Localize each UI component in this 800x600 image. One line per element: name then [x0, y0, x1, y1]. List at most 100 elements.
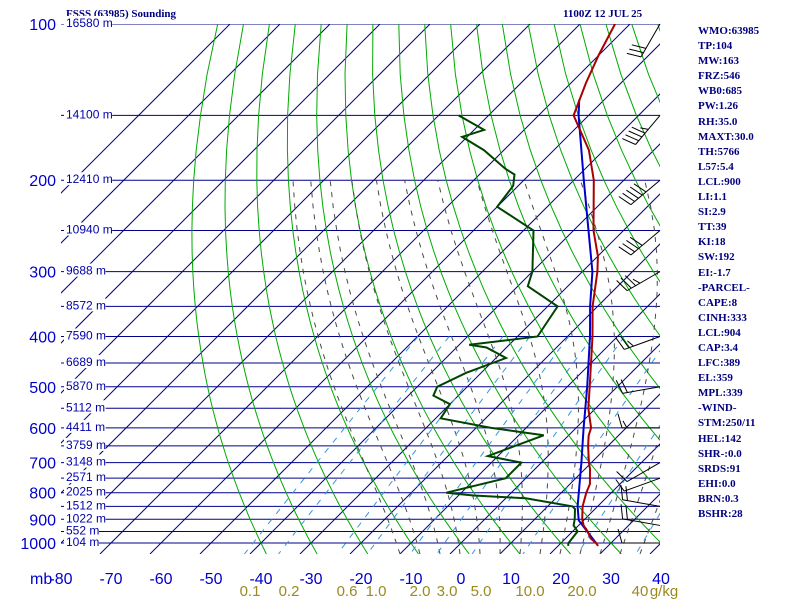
- height-label-bg: [64, 484, 106, 498]
- dry-adiabat-line: [476, 24, 660, 441]
- index-item: -WIND-: [698, 402, 737, 415]
- index-item: L57:5.4: [698, 160, 734, 173]
- wind-barb-staff: [630, 179, 661, 206]
- temperature-profile-line: [572, 24, 616, 547]
- isotherm-line: [499, 393, 660, 554]
- moist-adiabat-line: [310, 180, 421, 554]
- dry-adiabat-line: [501, 24, 660, 390]
- isotherm-line: [149, 43, 660, 554]
- height-label: 9688 m: [66, 264, 106, 278]
- isotherm-line: [249, 143, 660, 554]
- wind-barb-staff: [626, 462, 661, 483]
- wind-barb-staff: [635, 115, 661, 145]
- height-label: 6689 m: [66, 355, 106, 369]
- wind-barb-flag: [622, 243, 635, 253]
- wind-barb-staff: [630, 230, 661, 256]
- moist-adiabat-line: [619, 432, 660, 554]
- height-label-bg: [64, 437, 106, 451]
- wind-barb-staff: [624, 477, 661, 492]
- index-item: STM:250/11: [698, 417, 756, 430]
- pressure-unit-label: mb: [30, 571, 52, 588]
- isotherm-line: [61, 24, 581, 544]
- wind-barb-flag: [625, 486, 628, 501]
- mixing-ratio-label: 0.6: [337, 583, 358, 600]
- grid-layer: [61, 24, 660, 554]
- temperature-tick-label: 10: [502, 571, 520, 588]
- moist-adiabat-line: [599, 180, 658, 554]
- moist-adiabat-line: [292, 180, 401, 554]
- mixing-ratio-line: [366, 336, 531, 554]
- index-item: EHI:0.0: [698, 477, 736, 490]
- height-label: 5870 m: [66, 379, 106, 393]
- height-label-bg: [64, 378, 106, 392]
- temperature-tick-label: -40: [249, 571, 272, 588]
- sounding-indices: WMO:63985 TP:104 MW:163 FRZ:546 WB0:685 PW:1.…: [698, 24, 798, 522]
- wind-barb-flag: [617, 528, 623, 544]
- isotherm-line: [99, 24, 631, 554]
- height-label-bg: [64, 498, 106, 512]
- index-item: SHR-:0.0: [698, 447, 742, 460]
- pressure-tick-label: 500: [29, 380, 56, 397]
- index-item: RH:35.0: [698, 115, 738, 128]
- wind-barb-flag: [620, 504, 624, 519]
- height-label-bg: [64, 222, 113, 236]
- isotherm-line: [549, 443, 660, 554]
- index-item: LFC:389: [698, 357, 741, 370]
- temperature-tick-label: 40: [652, 571, 670, 588]
- index-item: MPL:339: [698, 387, 743, 400]
- mixing-ratio-line: [471, 336, 625, 554]
- wind-barb-flag: [615, 479, 625, 492]
- wind-barb-flag: [622, 420, 628, 429]
- dry-adiabat-line: [372, 24, 571, 554]
- isotherm-line: [61, 24, 331, 294]
- observation-time: 1100Z 12 JUL 25: [563, 8, 643, 20]
- dry-adiabat-line: [424, 24, 660, 543]
- mixing-ratio-line: [244, 336, 419, 554]
- index-item: CAPE:8: [698, 296, 738, 309]
- index-item: TH:5766: [698, 145, 740, 158]
- profile-layer: [432, 24, 616, 547]
- height-label: 5112 m: [66, 400, 105, 414]
- wind-barb-flag: [624, 275, 636, 287]
- index-item: EL:359: [698, 372, 733, 385]
- isotherm-line: [61, 24, 431, 394]
- dry-adiabat-line: [286, 24, 419, 554]
- mixing-ratio-line: [409, 336, 570, 554]
- index-item: LI:1.1: [698, 191, 728, 204]
- dry-adiabat-line: [316, 24, 470, 554]
- index-item: BRN:0.3: [698, 492, 739, 505]
- isotherm-line: [299, 193, 660, 554]
- wind-barb-flag: [629, 186, 643, 196]
- pressure-tick-label: 400: [29, 329, 56, 346]
- pressure-tick-label: 600: [29, 421, 56, 438]
- height-label-bg: [64, 355, 106, 369]
- temperature-tick-label: -70: [99, 571, 122, 588]
- dry-adiabat-line: [527, 24, 660, 337]
- mixing-ratio-label: 1.0: [366, 583, 387, 600]
- height-label: 3759 m: [66, 438, 106, 452]
- mixing-ratio-label: 0.1: [240, 583, 261, 600]
- height-label: 3148 m: [66, 455, 106, 469]
- dry-adiabat-line: [553, 24, 660, 283]
- isotherm-line: [61, 24, 281, 244]
- temperature-tick-label: -30: [299, 571, 322, 588]
- wind-barb-flag: [631, 126, 646, 134]
- index-item: LCL:904: [698, 326, 741, 339]
- dry-adiabat-line: [344, 24, 521, 554]
- index-item: -PARCEL-: [698, 281, 750, 294]
- mixing-ratio-line: [577, 424, 660, 554]
- wind-barb-flag: [626, 240, 639, 250]
- height-label-bg: [64, 328, 106, 342]
- wind-barb-flag: [615, 337, 625, 350]
- isotherm-line: [61, 24, 381, 344]
- mixing-ratio-label: 20.0: [567, 583, 596, 600]
- temperature-tick-label: 0: [457, 571, 466, 588]
- wind-barb-staff: [640, 23, 661, 58]
- wind-barb-staff: [622, 386, 661, 394]
- moist-adiabat-line: [523, 180, 580, 554]
- pressure-tick-label: 200: [29, 173, 56, 190]
- index-item: HEL:142: [698, 432, 742, 445]
- dewpoint-profile-line: [432, 114, 579, 547]
- mixing-ratio-label: 40: [632, 583, 649, 600]
- index-item: CAP:3.4: [698, 341, 739, 354]
